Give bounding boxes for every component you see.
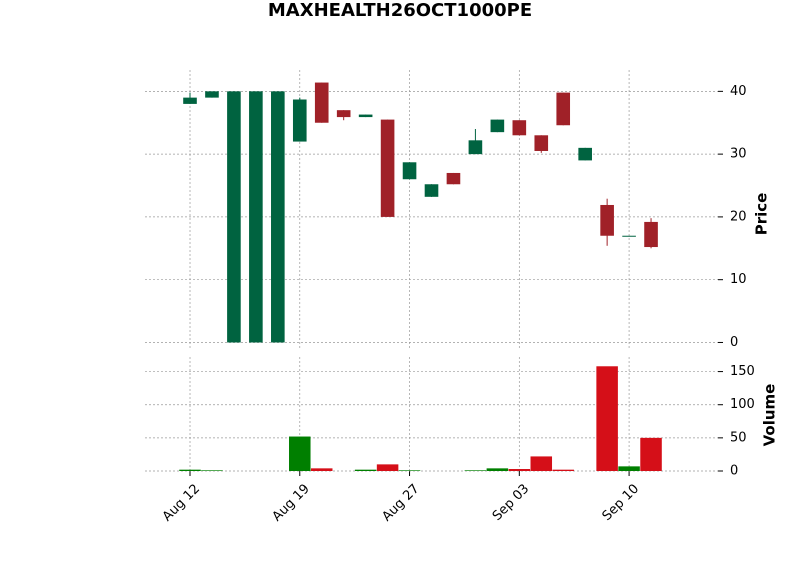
chart-title: MAXHEALTH26OCT1000PE xyxy=(268,0,532,21)
volume-bar xyxy=(552,469,574,471)
volume-bar xyxy=(376,464,399,471)
volume-bar xyxy=(464,470,487,471)
y-tick-label: 10 xyxy=(730,272,747,287)
y-tick-label: 30 xyxy=(730,147,747,162)
volume-bar xyxy=(201,470,223,471)
candle-body xyxy=(556,92,571,126)
candle-body xyxy=(512,120,527,136)
x-tick-label: Sep 10 xyxy=(600,481,643,524)
x-tick-label: Aug 27 xyxy=(379,481,422,524)
volume-bar xyxy=(354,469,377,471)
candle-body xyxy=(534,135,549,151)
x-tick-label: Sep 03 xyxy=(490,481,533,524)
candle-body xyxy=(490,119,505,133)
candle-body xyxy=(271,91,285,343)
x-tick-label: Aug 12 xyxy=(160,481,203,524)
candle-body xyxy=(336,110,351,118)
candle-body xyxy=(183,97,197,104)
volume-bar xyxy=(640,437,662,471)
volume-tick-label: 150 xyxy=(730,364,755,379)
y-axis-label: Price xyxy=(753,193,771,236)
candle-body xyxy=(468,140,483,155)
y-tick-label: 40 xyxy=(730,84,747,99)
candle-body xyxy=(358,114,373,118)
volume-tick-label: 0 xyxy=(730,464,738,479)
candle-body xyxy=(249,91,263,343)
candle-body xyxy=(292,99,307,142)
y-tick-label: 0 xyxy=(730,335,738,350)
candle-body xyxy=(644,221,658,248)
volume-bar xyxy=(398,470,421,471)
candle-body xyxy=(600,204,614,236)
volume-bar xyxy=(179,469,201,471)
volume-bar xyxy=(508,469,531,471)
volume-bar xyxy=(310,468,333,471)
candle-body xyxy=(446,172,461,185)
x-tick-label: Aug 19 xyxy=(270,481,313,524)
candle-body xyxy=(622,235,636,237)
volume-tick-label: 50 xyxy=(730,430,747,445)
volume-bar xyxy=(486,468,509,471)
candle-body xyxy=(380,119,395,217)
candle-body xyxy=(205,91,219,98)
volume-bar xyxy=(289,436,311,471)
y-tick-label: 20 xyxy=(730,209,747,224)
candle-body xyxy=(314,82,329,123)
candle-body xyxy=(402,162,417,180)
candle-body xyxy=(578,147,592,161)
candle-body xyxy=(424,184,439,197)
volume-bar xyxy=(618,466,640,471)
volume-bar xyxy=(596,366,618,471)
volume-bar xyxy=(530,456,553,471)
candle-body xyxy=(227,91,241,343)
volume-tick-label: 100 xyxy=(730,397,755,412)
volume-axis-label: Volume xyxy=(761,384,779,447)
